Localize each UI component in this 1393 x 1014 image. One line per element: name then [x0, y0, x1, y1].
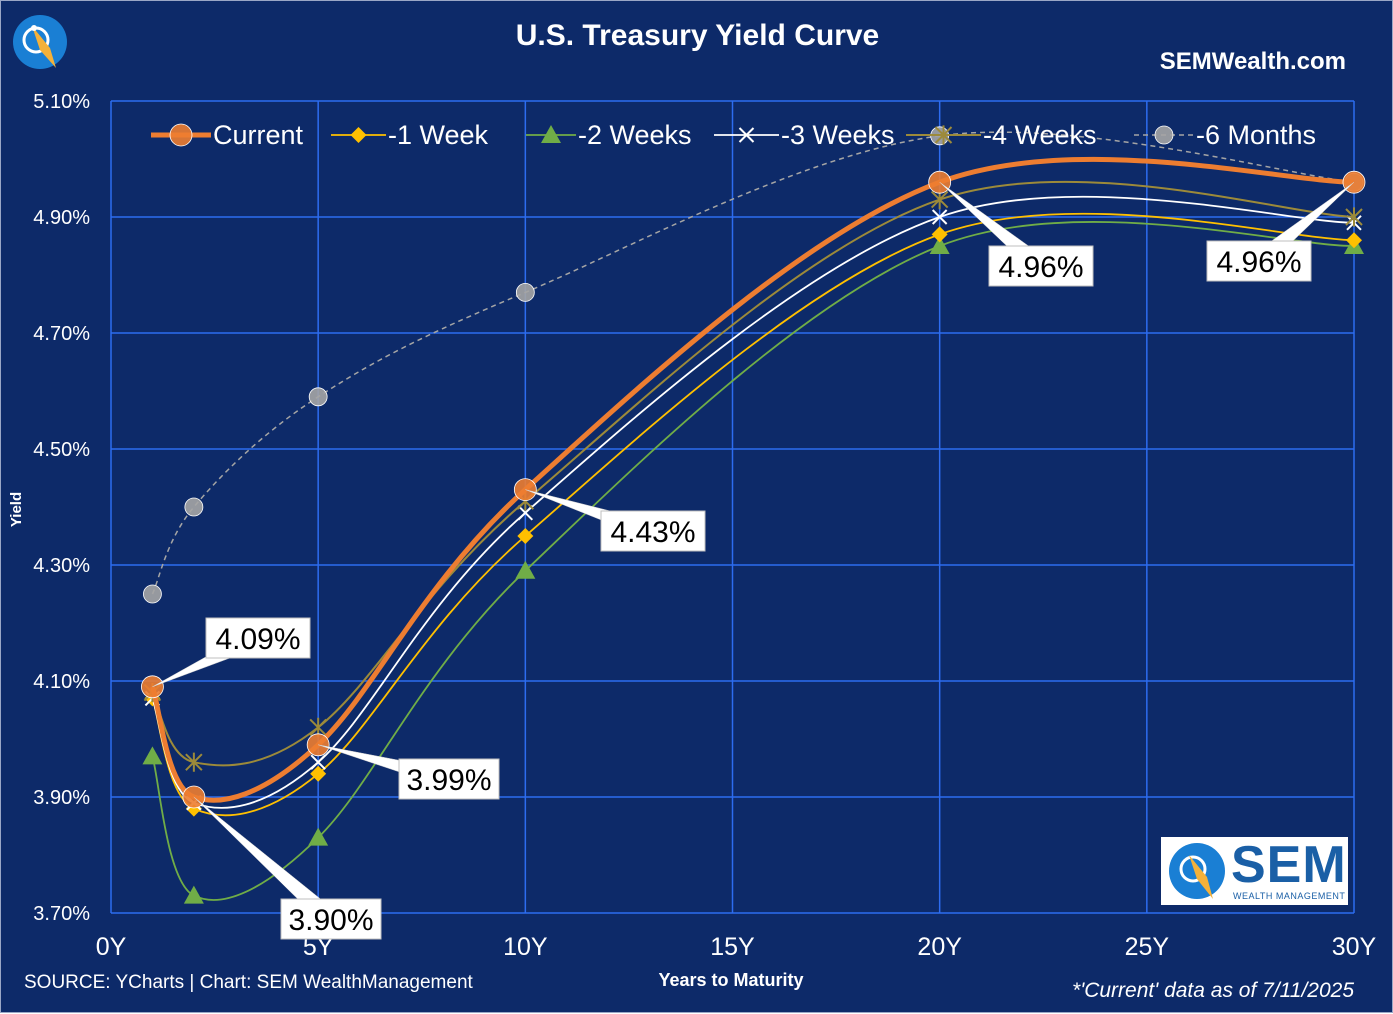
callout-label: 4.96% — [998, 251, 1083, 284]
legend-label: -6 Months — [1196, 120, 1316, 150]
y-axis-title: Yield — [8, 491, 26, 528]
y-tick-label: 3.90% — [33, 787, 90, 809]
x-tick-label: 30Y — [1332, 933, 1377, 961]
callout-label: 4.09% — [215, 623, 300, 656]
sem-logo-text: SEM — [1231, 836, 1347, 894]
data-point-star — [185, 752, 203, 772]
series-line — [150, 156, 1355, 803]
data-point-triangle — [183, 885, 204, 904]
callout-box — [398, 758, 500, 800]
series-line — [151, 195, 1355, 809]
source-note: SOURCE: YCharts | Chart: SEM WealthManag… — [24, 972, 473, 993]
y-tick-label: 4.50% — [33, 439, 90, 461]
x-tick-label: 10Y — [503, 933, 548, 961]
series-line — [151, 212, 1355, 817]
data-point-triangle — [142, 746, 163, 765]
sem-circle-logo-icon — [13, 15, 67, 69]
callout-label: 4.43% — [610, 516, 695, 549]
legend-entry: -2 Weeks — [526, 120, 692, 150]
data-point-diamond — [1346, 232, 1362, 249]
data-point-triangle — [308, 827, 329, 846]
data-point-triangle — [541, 125, 561, 143]
series-2-weeks — [142, 221, 1364, 904]
series-line — [151, 180, 1355, 767]
data-callout: 3.99% — [318, 744, 500, 800]
as-of-note: *'Current' data as of 7/11/2025 — [1072, 979, 1354, 1002]
series-current — [141, 156, 1366, 809]
series-4-weeks — [143, 180, 1363, 772]
data-point-diamond — [350, 127, 367, 143]
callout-box — [600, 510, 706, 552]
y-tick-label: 4.30% — [33, 555, 90, 577]
data-point-circle — [143, 584, 162, 604]
legend-label: Current — [213, 120, 304, 150]
data-callout: 4.96% — [1206, 181, 1355, 282]
brand-website: SEMWealth.com — [1159, 48, 1346, 75]
legend-label: -3 Weeks — [781, 120, 895, 150]
callout-label: 4.96% — [1216, 246, 1301, 279]
callout-box — [988, 245, 1094, 287]
data-callout: 4.96% — [939, 181, 1094, 287]
x-axis-title: Years to Maturity — [658, 970, 804, 990]
x-tick-label: 20Y — [917, 933, 962, 961]
series-3-weeks — [144, 195, 1362, 811]
legend-label: -4 Weeks — [983, 120, 1097, 150]
legend-entry: Current — [151, 120, 304, 150]
data-point-circle — [515, 282, 535, 302]
legend-entry: -3 Weeks — [714, 120, 895, 150]
data-point-triangle — [515, 560, 536, 579]
data-point-triangle — [929, 236, 950, 254]
y-tick-label: 4.70% — [33, 323, 90, 345]
callout-label: 3.90% — [288, 904, 373, 937]
data-point-diamond — [517, 528, 534, 544]
callout-box — [1206, 240, 1312, 282]
x-tick-label: 15Y — [710, 933, 755, 961]
series-1-week — [144, 212, 1362, 817]
data-callout: 3.90% — [193, 796, 382, 940]
x-tick-label: 0Y — [96, 933, 127, 961]
data-point-x — [517, 505, 534, 521]
y-tick-label: 3.70% — [33, 903, 90, 925]
legend-entry: -1 Week — [331, 120, 489, 150]
data-callout: 4.09% — [152, 617, 311, 688]
data-point-diamond — [310, 765, 327, 782]
data-point-x — [931, 209, 948, 225]
x-tick-label: 25Y — [1125, 933, 1170, 961]
sem-logo-mark-icon — [1169, 843, 1225, 899]
legend-label: -1 Week — [388, 120, 489, 150]
y-tick-label: 5.10% — [33, 91, 90, 113]
data-point-circle — [169, 123, 193, 147]
data-point-x — [310, 754, 326, 770]
chart-title: U.S. Treasury Yield Curve — [515, 19, 880, 52]
data-point-circle — [308, 387, 328, 407]
sem-logo-subtitle: WEALTH MANAGEMENT — [1233, 891, 1346, 901]
legend-entry: -4 Weeks — [906, 120, 1097, 150]
data-point-star — [934, 125, 953, 145]
legend-entry: -6 Months — [1134, 120, 1316, 150]
legend-label: -2 Weeks — [578, 120, 692, 150]
callout-box — [205, 617, 311, 659]
callout-label: 3.99% — [406, 764, 491, 797]
data-point-star — [1345, 207, 1363, 227]
data-callout: 4.43% — [525, 489, 706, 552]
data-point-circle — [1154, 125, 1174, 145]
data-point-circle — [184, 497, 204, 517]
data-point-diamond — [931, 226, 948, 243]
y-tick-label: 4.90% — [33, 207, 90, 229]
sem-wealth-logo: SEM WEALTH MANAGEMENT — [1161, 836, 1348, 905]
y-tick-label: 4.10% — [33, 671, 90, 693]
data-point-x — [738, 127, 755, 143]
callout-box — [280, 898, 382, 940]
